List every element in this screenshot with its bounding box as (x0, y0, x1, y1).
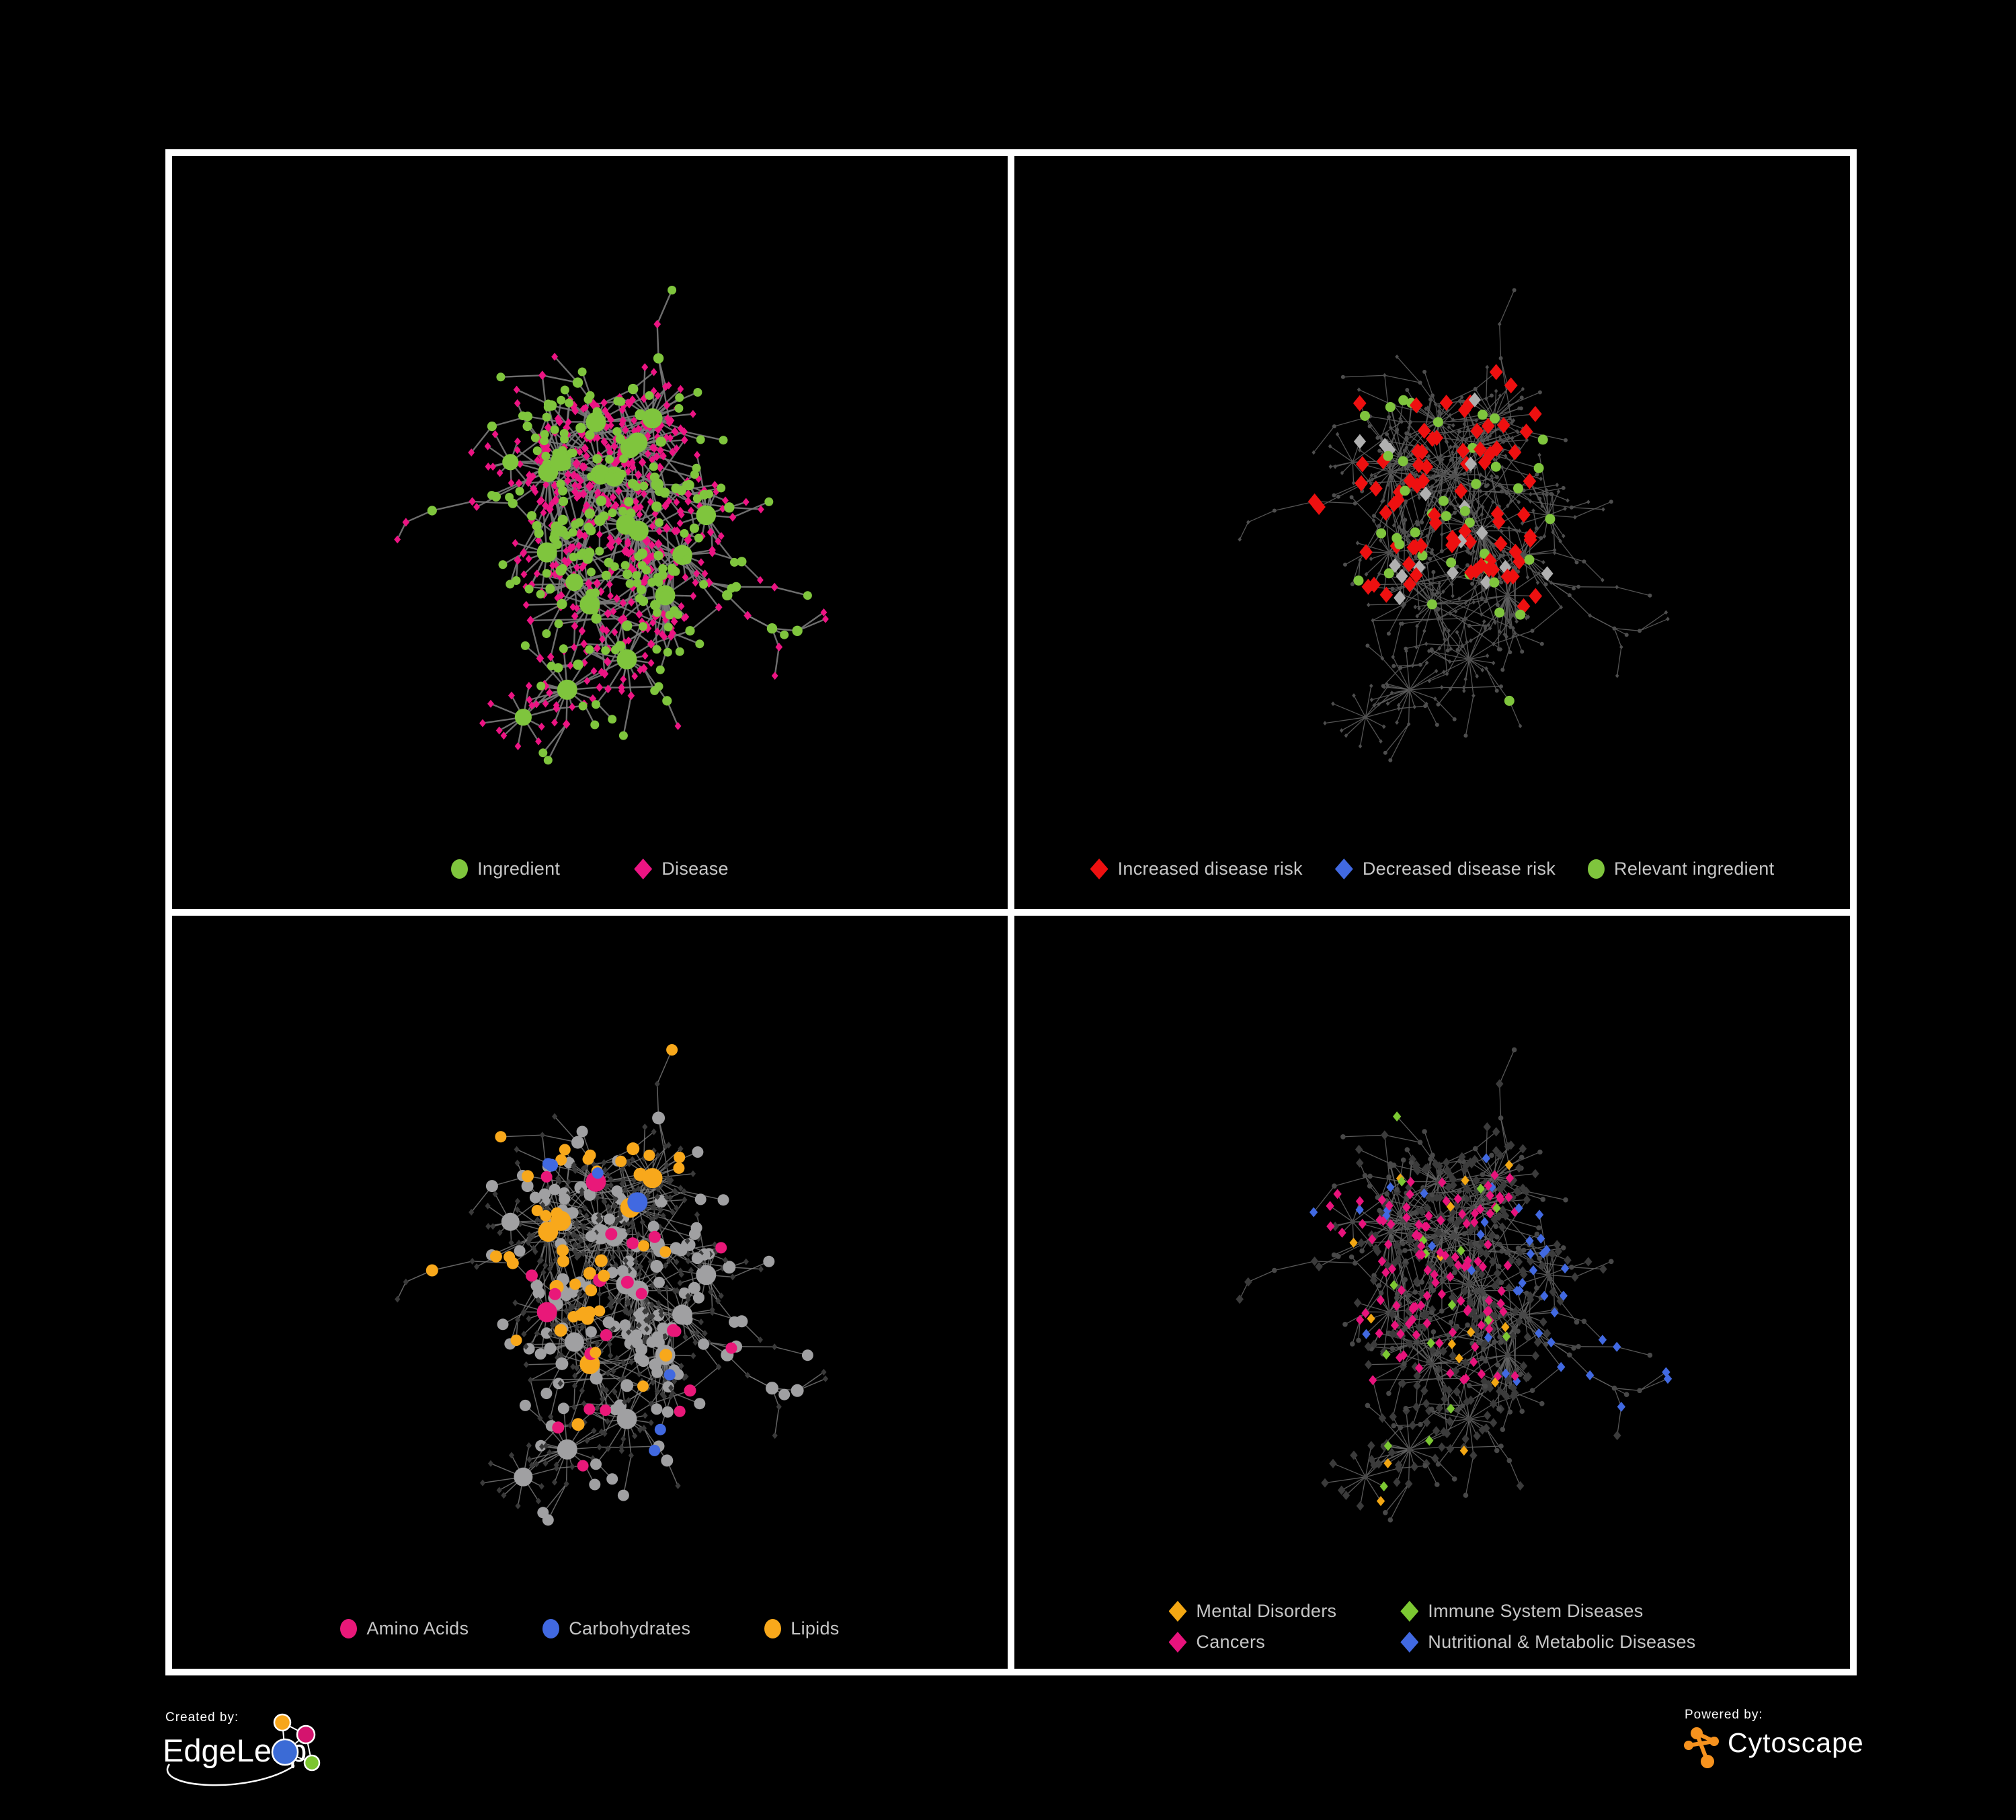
edgeleap-logo: Created by: EdgeLeap (163, 1710, 321, 1786)
cytoscape-logo: Powered by: Cytoscape (1684, 1708, 1864, 1768)
cytoscape-icon (1684, 1727, 1719, 1768)
legend-swatch-diamond (1168, 1601, 1187, 1622)
legend-item: Immune System Diseases (1400, 1601, 1695, 1622)
legend-item: Increased disease risk (1090, 859, 1303, 879)
legend-item: Amino Acids (340, 1618, 469, 1639)
panel-node-type-network: Ingredient Disease (172, 156, 1008, 909)
legend-disease-risk: Increased disease risk Decreased disease … (1014, 859, 1850, 879)
legend-swatch-circle (542, 1619, 560, 1638)
legend-label: Carbohydrates (569, 1618, 691, 1638)
network-graph-disease-category (1236, 1047, 1672, 1523)
legend-label: Nutritional & Metabolic Diseases (1428, 1632, 1696, 1652)
legend-label: Mental Disorders (1196, 1601, 1337, 1621)
powered-by-label: Powered by: (1685, 1708, 1763, 1722)
panel-disease-risk-network: Increased disease risk Decreased disease … (1014, 156, 1850, 909)
legend-node-type: Ingredient Disease (172, 859, 1008, 879)
legend-disease-category: Mental Disorders Immune System Diseases Ca… (1168, 1601, 1695, 1653)
panel-disease-category-network: Mental Disorders Immune System Diseases Ca… (1014, 916, 1850, 1669)
legend-label: Decreased disease risk (1362, 859, 1556, 879)
legend-swatch-diamond (1334, 859, 1353, 879)
legend-label: Ingredient (477, 859, 561, 879)
legend-item: Disease (634, 859, 729, 879)
edgeleap-node-blue (271, 1738, 299, 1766)
legend-swatch-diamond (1400, 1632, 1419, 1653)
legend-swatch-circle (451, 859, 469, 879)
legend-label: Cancers (1196, 1632, 1266, 1652)
panel-ingredient-category-network: Amino Acids Carbohydrates Lipids (172, 916, 1008, 1669)
edgeleap-swoosh (166, 1764, 295, 1786)
legend-item: Carbohydrates (542, 1618, 690, 1639)
legend-label: Increased disease risk (1117, 859, 1303, 879)
created-by-label: Created by: (165, 1710, 239, 1725)
legend-item: Lipids (764, 1618, 839, 1639)
legend-swatch-diamond (634, 859, 653, 879)
legend-item: Nutritional & Metabolic Diseases (1400, 1632, 1695, 1653)
legend-ingredient-category: Amino Acids Carbohydrates Lipids (172, 1618, 1008, 1639)
legend-item: Cancers (1168, 1632, 1336, 1653)
edgeleap-graph-nodes (271, 1713, 321, 1772)
legend-label: Relevant ingredient (1614, 859, 1775, 879)
legend-swatch-circle (1588, 859, 1605, 879)
legend-label: Disease (661, 859, 729, 879)
legend-swatch-diamond (1400, 1601, 1419, 1622)
legend-label: Amino Acids (366, 1618, 469, 1638)
network-graph-disease-risk (1238, 288, 1670, 762)
legend-item: Decreased disease risk (1334, 859, 1556, 879)
legend-item: Ingredient (451, 859, 560, 879)
network-graph-node-type (394, 286, 829, 765)
edgeleap-node-pink (296, 1725, 316, 1745)
legend-item: Relevant ingredient (1588, 859, 1774, 879)
legend-item: Mental Disorders (1168, 1601, 1336, 1622)
legend-swatch-diamond (1090, 859, 1108, 879)
figure-grid: Ingredient Disease Increased disease risk… (165, 149, 1857, 1675)
legend-swatch-diamond (1168, 1632, 1187, 1653)
edgeleap-node-orange (273, 1713, 292, 1732)
legend-swatch-circle (340, 1619, 358, 1638)
edgeleap-node-green (303, 1754, 321, 1772)
cytoscape-brand-text: Cytoscape (1728, 1727, 1864, 1758)
network-graph-ingredient-category (395, 1044, 829, 1526)
legend-swatch-circle (764, 1619, 782, 1638)
legend-label: Lipids (791, 1618, 840, 1638)
legend-label: Immune System Diseases (1428, 1601, 1644, 1621)
